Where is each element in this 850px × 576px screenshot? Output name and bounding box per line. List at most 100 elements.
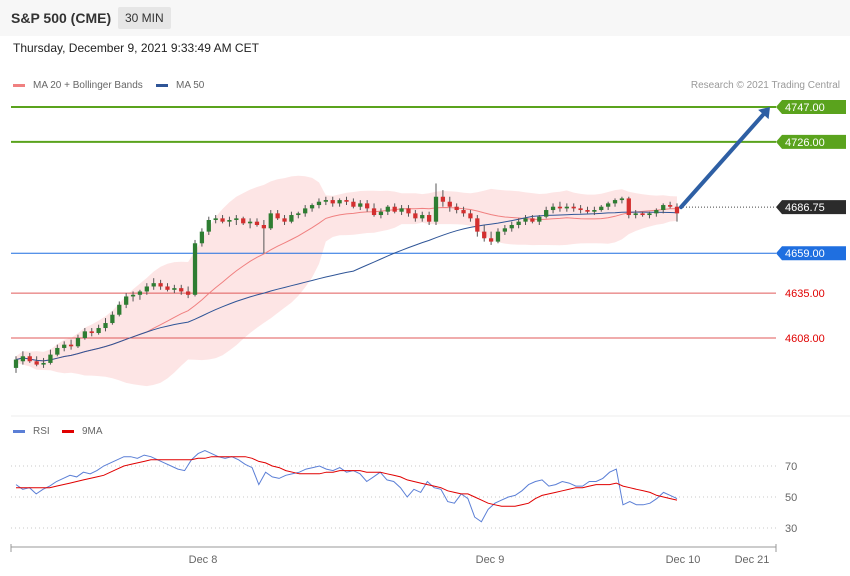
candle — [34, 356, 39, 367]
candle — [179, 284, 184, 295]
candle-body — [351, 201, 356, 207]
pivot-tag — [776, 246, 846, 261]
candle-body — [227, 220, 232, 222]
candle — [537, 215, 542, 225]
candle — [358, 200, 363, 211]
candle-body — [378, 211, 384, 216]
candle — [461, 206, 466, 217]
legend-ma20: MA 20 + Bollinger Bands — [13, 80, 143, 91]
candle — [247, 218, 253, 229]
candle-body — [392, 206, 397, 212]
candle — [323, 196, 328, 206]
candle — [110, 311, 115, 325]
candle — [516, 218, 521, 229]
candle-body — [406, 208, 411, 214]
candle — [640, 211, 645, 217]
candle-body — [48, 354, 53, 363]
candle-body — [647, 213, 652, 216]
candle-body — [103, 323, 108, 329]
candle-body — [433, 196, 439, 222]
ma50-line — [15, 211, 678, 362]
candle — [502, 224, 507, 235]
x-tick-label: Dec 10 — [666, 554, 701, 566]
candle-body — [199, 231, 205, 244]
candle — [647, 211, 652, 219]
candle-body — [220, 218, 225, 222]
candle-body — [358, 203, 363, 207]
candle — [619, 196, 625, 204]
candle — [571, 203, 576, 212]
rsi-swatch — [13, 430, 25, 433]
candle — [296, 211, 301, 219]
candle — [151, 278, 156, 290]
candle-body — [179, 288, 184, 292]
candle-body — [640, 213, 645, 216]
candle-body — [186, 291, 191, 295]
candle-body — [399, 208, 404, 212]
support-label: 4608.00 — [785, 333, 825, 345]
candle-body — [172, 288, 177, 290]
candle — [289, 211, 294, 224]
candle — [213, 215, 218, 224]
timeframe-button[interactable]: 30 MIN — [118, 7, 171, 29]
candle — [392, 203, 397, 214]
candle — [468, 210, 473, 222]
candle — [413, 210, 418, 222]
current-price-tag — [776, 200, 846, 215]
candle-body — [151, 283, 156, 287]
candle — [268, 210, 273, 230]
rsi-tick-label: 30 — [785, 523, 797, 535]
candle-body — [661, 205, 666, 211]
candle — [606, 201, 611, 211]
legend-ma50: MA 50 — [156, 80, 204, 91]
candle — [186, 286, 191, 299]
candle — [96, 324, 101, 335]
candle-body — [89, 331, 94, 334]
ma20-swatch — [13, 84, 25, 87]
candle-body — [544, 210, 549, 217]
candle — [406, 205, 411, 217]
legend-rsi-label: RSI — [33, 426, 50, 437]
candle-body — [55, 347, 60, 355]
candle — [13, 356, 19, 373]
candle-body — [82, 331, 87, 338]
candle-body — [585, 210, 590, 212]
candle-body — [667, 205, 673, 207]
chart-header: S&P 500 (CME) 30 MIN — [0, 0, 850, 36]
candle-body — [254, 221, 260, 225]
current-price-label: 4686.75 — [785, 202, 825, 214]
candle — [592, 206, 597, 216]
candle-body — [606, 203, 611, 207]
candle — [488, 231, 494, 245]
forecast-arrow — [679, 107, 770, 210]
chart-credit: Research © 2021 Trading Central — [690, 80, 840, 91]
price-levels: 4747.00 4726.00 4686.75 4659.00 4635.00 4608.… — [11, 100, 846, 345]
x-axis: Dec 8 Dec 9 Dec 10 Dec 21 — [10, 544, 777, 566]
candle-body — [516, 221, 521, 225]
candle-body — [674, 206, 680, 214]
candle — [654, 208, 659, 217]
candle-body — [426, 215, 432, 222]
resistance-label: 4726.00 — [785, 137, 825, 149]
candle — [426, 211, 432, 225]
rsi-tick-label: 50 — [785, 492, 797, 504]
bollinger-band-area — [16, 175, 677, 387]
candle — [199, 228, 205, 247]
candle — [130, 291, 136, 302]
candle-body — [420, 215, 425, 219]
candle-body — [192, 243, 198, 295]
candle-body — [110, 314, 115, 324]
x-tick-label: Dec 21 — [735, 554, 770, 566]
rsi-tick-label: 70 — [785, 461, 797, 473]
candle-body — [282, 218, 287, 222]
candle — [316, 198, 322, 209]
candle-body — [537, 216, 542, 222]
candle — [674, 203, 680, 222]
candle — [275, 210, 280, 221]
candle-body — [96, 328, 101, 334]
candle-body — [206, 220, 211, 232]
candle-body — [612, 200, 618, 204]
candle — [227, 216, 232, 227]
candle — [27, 352, 32, 363]
